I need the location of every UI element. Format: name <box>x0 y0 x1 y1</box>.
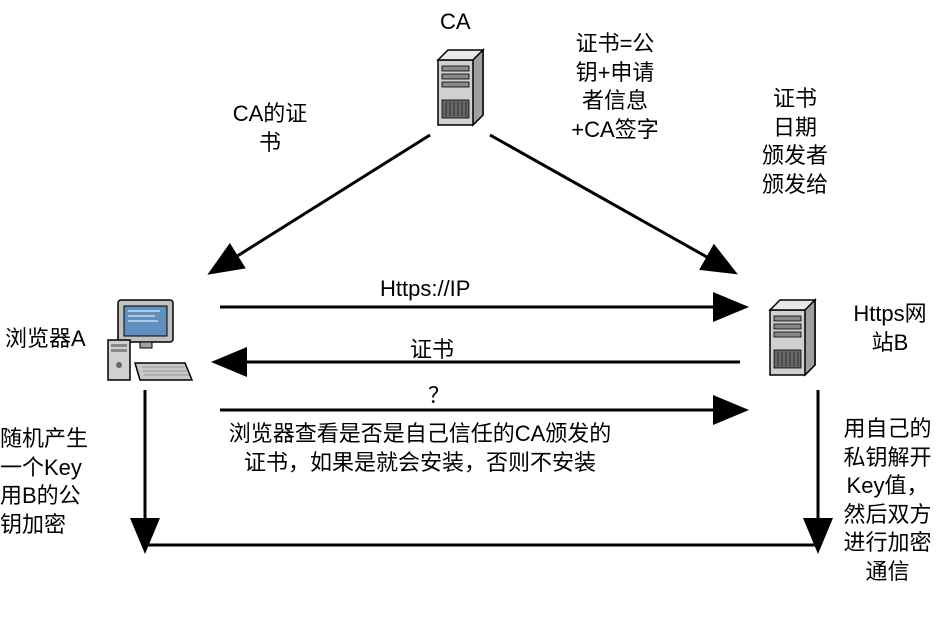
cert-arrow-label: 证书 <box>410 336 454 365</box>
cert-formula-label: 证书=公 钥+申请 者信息 +CA签字 <box>565 30 665 144</box>
https-ca-diagram: CA CA的证 书 证书=公 钥+申请 者信息 +CA签字 证书 日期 颁发者 … <box>0 0 940 625</box>
ca-cert-left-label: CA的证 书 <box>230 100 310 157</box>
browser-computer-icon <box>100 295 200 395</box>
arrow-ca-to-website <box>490 135 730 270</box>
question-label: ？ <box>428 382 450 411</box>
ca-title-label: CA <box>440 8 471 37</box>
website-server-icon <box>760 290 830 390</box>
cert-details-label: 证书 日期 颁发者 颁发给 <box>755 85 835 199</box>
random-key-label: 随机产生 一个Key 用B的公 钥加密 <box>0 425 100 539</box>
browser-check-label: 浏览器查看是否是自己信任的CA颁发的 证书，如果是就会安装，否则不安装 <box>200 420 640 477</box>
browser-label: 浏览器A <box>5 325 86 354</box>
https-ip-label: Https://IP <box>380 275 470 304</box>
ca-server-icon <box>428 40 498 140</box>
private-key-label: 用自己的 私钥解开 Key值， 然后双方 进行加密 通信 <box>835 415 940 587</box>
website-label: Https网 站B <box>845 300 935 357</box>
